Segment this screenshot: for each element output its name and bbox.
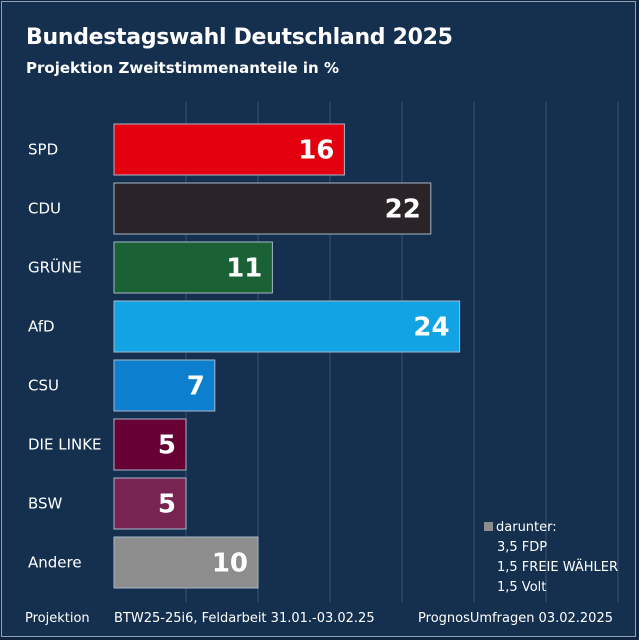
value-label: 5 <box>158 431 176 461</box>
value-label: 11 <box>226 254 262 284</box>
legend: darunter: 3,5 FDP 1,5 FREIE WÄHLER 1,5 V… <box>484 518 618 598</box>
value-label: 5 <box>158 490 176 520</box>
category-label: GRÜNE <box>28 258 82 277</box>
legend-heading: darunter: <box>496 520 557 535</box>
bar <box>113 418 187 471</box>
bar <box>113 300 461 353</box>
chart-subtitle: Projektion Zweitstimmenanteile in % <box>26 59 339 77</box>
bar <box>113 359 216 412</box>
category-label: BSW <box>28 495 63 513</box>
legend-item: 3,5 FDP <box>497 540 548 555</box>
bars-group <box>113 123 461 589</box>
chart-title: Bundestagswahl Deutschland 2025 <box>26 25 453 50</box>
bar <box>113 123 345 176</box>
bar <box>113 241 273 294</box>
legend-heading-row: darunter: <box>484 518 618 538</box>
category-label: CDU <box>28 200 61 218</box>
value-label: 22 <box>385 195 421 225</box>
value-label: 24 <box>413 313 449 343</box>
value-label: 16 <box>298 136 334 166</box>
category-label: AfD <box>28 318 55 336</box>
bar <box>113 536 259 589</box>
category-label: DIE LINKE <box>28 436 102 454</box>
legend-item: 1,5 Volt <box>497 580 547 595</box>
footer-date: PrognosUmfragen 03.02.2025 <box>418 611 613 626</box>
footer-left: Projektion <box>25 611 90 626</box>
bar <box>113 477 187 530</box>
value-label: 10 <box>212 549 248 579</box>
legend-item: 1,5 FREIE WÄHLER <box>497 560 619 575</box>
legend-swatch <box>484 522 493 531</box>
category-label: CSU <box>28 377 59 395</box>
bar <box>113 182 432 235</box>
labels-group: SPD 16 CDU 22 GRÜNE 11 AfD 24 CSU 7 DIE LINKE 5 BSW 5… <box>28 136 450 579</box>
footer-source: BTW25-25i6, Feldarbeit 31.01.-03.02.25 <box>114 611 375 626</box>
category-label: Andere <box>28 554 82 572</box>
category-label: SPD <box>28 141 58 159</box>
value-label: 7 <box>187 372 205 402</box>
